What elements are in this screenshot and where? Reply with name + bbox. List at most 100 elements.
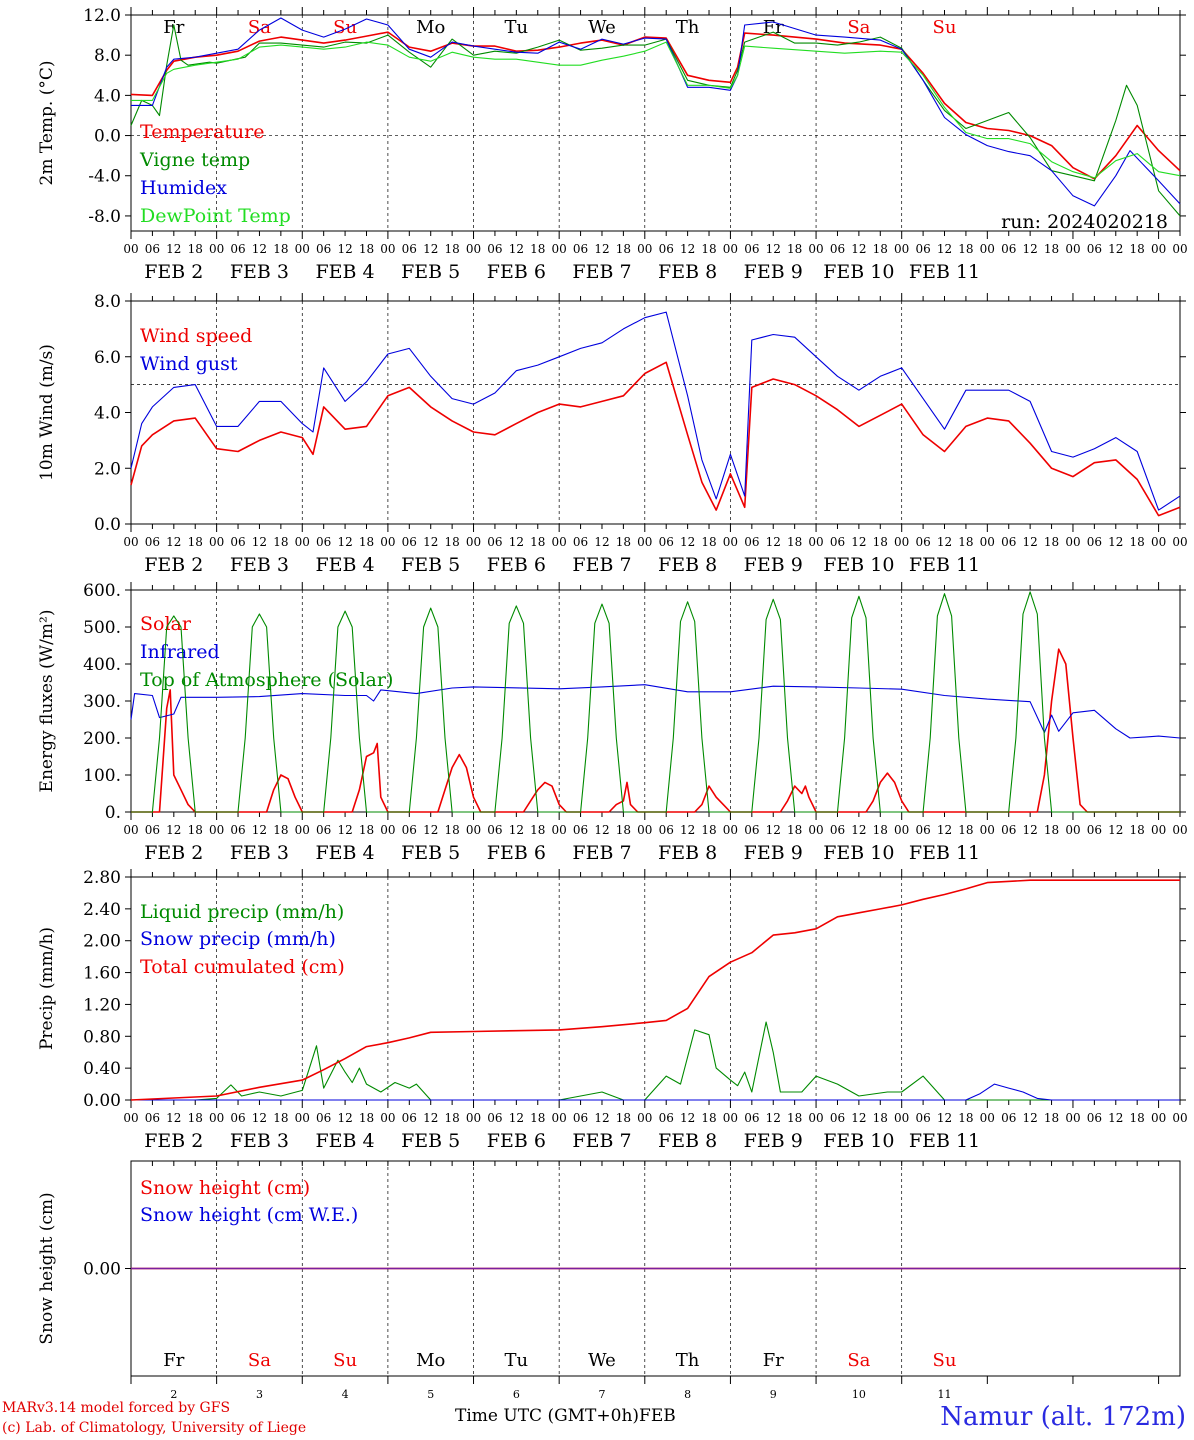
x-hour-label: 18 [359,823,374,837]
x-hour-label: 12 [851,535,866,549]
x-hour-label: 18 [787,823,802,837]
x-hour-label: 12 [337,242,352,256]
x-hour-label: 06 [573,1111,588,1125]
legend-label: DewPoint Temp [140,205,291,227]
x-date-label: FEB 4 [316,261,375,283]
x-hour-label: 00 [637,1111,652,1125]
x-hour-label: 00 [1172,242,1187,256]
x-hour-label: 18 [616,242,631,256]
x-hour-label: 18 [701,535,716,549]
day-number-label: 11 [938,1388,952,1401]
day-number-label: 4 [342,1388,349,1401]
series-line-dewpoint-temp [131,41,1181,179]
x-date-label: FEB 2 [144,554,203,576]
x-date-label: FEB 2 [144,261,203,283]
y-tick-label: 200. [83,729,121,749]
x-hour-label: 12 [423,823,438,837]
y-tick-label: 8.0 [94,46,121,66]
x-date-label: FEB 6 [487,842,546,864]
y-tick-label: 2.40 [83,900,121,920]
day-abbr-label: Mo [416,17,445,38]
x-hour-label: 00 [980,823,995,837]
x-date-label: FEB 5 [401,842,460,864]
x-hour-label: 12 [252,242,267,256]
day-abbr-label: Tu [505,17,529,38]
x-hour-label: 00 [894,1111,909,1125]
x-hour-label: 12 [766,535,781,549]
x-hour-label: 06 [659,823,674,837]
x-date-label: FEB 9 [744,842,803,864]
x-hour-label: 12 [937,242,952,256]
x-hour-label: 06 [1087,1111,1102,1125]
x-hour-label: 06 [659,1111,674,1125]
x-hour-label: 00 [808,535,823,549]
x-hour-label: 00 [1065,242,1080,256]
x-hour-label: 12 [509,1111,524,1125]
series-line-liquid-precip-mm-h- [131,1021,1180,1101]
x-hour-label: 18 [873,242,888,256]
day-abbr-label: Sa [248,1350,271,1371]
time-axis-text: Time UTC (GMT+0h) [455,1406,640,1426]
legend-label: Infrared [140,641,220,663]
legend-label: Wind speed [140,325,252,347]
x-hour-label: 00 [380,1111,395,1125]
x-date-label: FEB 11 [909,554,980,576]
x-hour-label: 18 [188,242,203,256]
x-hour-label: 06 [145,242,160,256]
x-hour-label: 06 [573,823,588,837]
x-hour-label: 18 [1044,1111,1059,1125]
x-hour-label: 12 [937,1111,952,1125]
x-hour-label: 12 [252,1111,267,1125]
x-hour-label: 12 [851,823,866,837]
legend-label: Liquid precip (mm/h) [140,901,344,923]
x-hour-label: 12 [166,823,181,837]
day-abbr-label: We [588,1350,616,1371]
legend-label: Snow precip (mm/h) [140,928,336,950]
y-tick-label: 2.80 [83,868,121,888]
y-axis-label: Precip (mm/h) [37,927,57,1050]
x-hour-label: 18 [616,1111,631,1125]
x-hour-label: 00 [123,1111,138,1125]
x-hour-label: 00 [466,1111,481,1125]
x-hour-label: 00 [123,823,138,837]
x-hour-label: 18 [787,1111,802,1125]
x-date-label: FEB 7 [572,842,631,864]
x-hour-label: 18 [1130,823,1145,837]
x-hour-label: 00 [123,535,138,549]
x-date-label: FEB 4 [316,1130,375,1152]
y-tick-label: 1.20 [83,995,121,1015]
x-hour-label: 06 [1087,242,1102,256]
x-hour-label: 18 [873,823,888,837]
x-date-label: FEB 4 [316,842,375,864]
month-label: FEB [639,1406,676,1426]
x-hour-label: 00 [808,1111,823,1125]
x-hour-label: 06 [145,1111,160,1125]
legend-label: Humidex [140,177,227,199]
x-hour-label: 18 [359,535,374,549]
x-date-label: FEB 11 [909,842,980,864]
x-hour-label: 12 [423,242,438,256]
x-hour-label: 06 [402,1111,417,1125]
y-tick-label: 0. [105,803,121,823]
x-hour-label: 00 [295,535,310,549]
x-date-label: FEB 6 [487,554,546,576]
x-hour-label: 06 [402,242,417,256]
y-tick-label: -8.0 [88,207,121,227]
x-date-label: FEB 7 [572,1130,631,1152]
x-hour-label: 06 [487,242,502,256]
x-hour-label: 18 [873,1111,888,1125]
x-hour-label: 06 [145,823,160,837]
day-abbr-label: Tu [505,1350,529,1371]
x-hour-label: 12 [1108,535,1123,549]
x-hour-label: 18 [530,823,545,837]
x-hour-label: 18 [958,535,973,549]
y-tick-label: 0.00 [83,1091,121,1111]
y-axis-label: 2m Temp. (°C) [37,60,57,185]
y-tick-label: 12.0 [83,6,121,26]
x-hour-label: 12 [1023,242,1038,256]
x-hour-label: 00 [1151,535,1166,549]
x-hour-label: 18 [1130,242,1145,256]
x-hour-label: 12 [337,823,352,837]
legend-label: Top of Atmosphere (Solar) [140,669,393,691]
day-number-label: 10 [852,1388,866,1401]
